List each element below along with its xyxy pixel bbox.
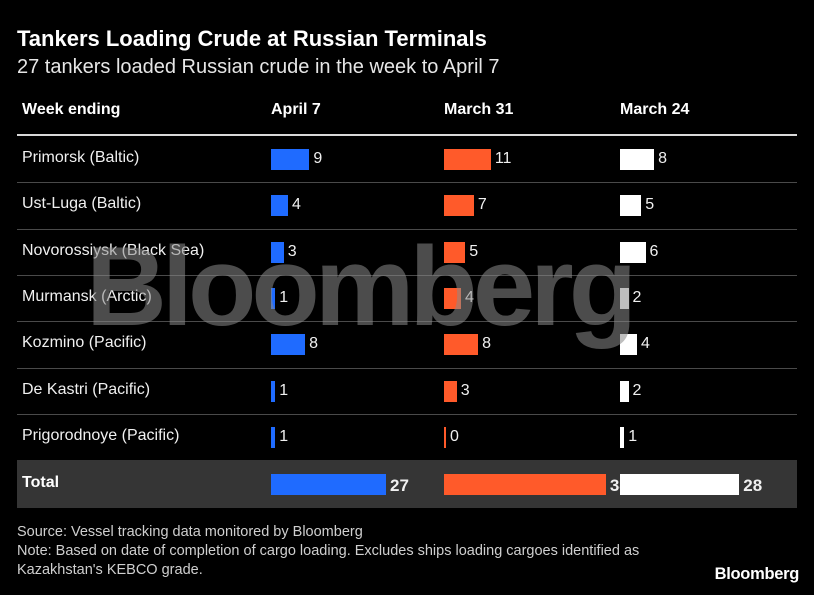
total-row-label: Total [22, 474, 60, 491]
bar-march-24 [620, 426, 625, 448]
value-label-march-31: 4 [465, 288, 474, 306]
value-label-march-24: 2 [632, 381, 642, 399]
value-label-april-7: 4 [292, 196, 301, 214]
source-note: Source: Vessel tracking data monitored b… [17, 523, 697, 580]
value-label-march-24: 5 [645, 196, 655, 214]
bar-march-24 [620, 241, 646, 263]
bar-march-24 [620, 334, 638, 356]
header-col-april-7: April 7 [271, 101, 321, 118]
total-bar-march-24 [620, 474, 740, 495]
chart-subtitle: 27 tankers loaded Russian crude in the w… [17, 56, 500, 78]
value-label-march-24: 2 [632, 288, 642, 306]
bar-march-24 [620, 195, 642, 217]
header-week-ending: Week ending [22, 101, 121, 118]
row-divider [17, 367, 797, 369]
row-label: Prigorodnoye (Pacific) [22, 426, 180, 444]
header-col-march-31: March 31 [444, 101, 514, 118]
value-label-april-7: 1 [279, 427, 289, 445]
value-label-april-7: 8 [309, 335, 318, 353]
row-divider [17, 321, 797, 323]
row-divider [17, 413, 797, 415]
value-label-march-31: 5 [469, 242, 479, 260]
row-label: Primorsk (Baltic) [22, 149, 140, 166]
row-divider [17, 274, 797, 276]
bar-march-24 [620, 287, 629, 309]
bar-april-7 [271, 426, 276, 448]
value-label-march-24: 1 [628, 427, 638, 445]
header-rule [17, 134, 797, 136]
value-label-april-7: 9 [313, 150, 323, 167]
bar-march-31 [444, 195, 474, 217]
value-label-march-31: 3 [460, 381, 470, 399]
bar-april-7 [271, 241, 284, 263]
source-text: Source: Vessel tracking data monitored b… [17, 524, 363, 540]
bar-march-24 [620, 380, 629, 402]
value-label-april-7: 3 [287, 242, 297, 260]
value-label-april-7: 1 [279, 288, 289, 306]
value-label-march-31: 7 [477, 196, 487, 214]
row-label: Kozmino (Pacific) [22, 334, 147, 352]
total-bar-march-31 [444, 474, 606, 495]
value-label-march-24: 8 [658, 150, 667, 167]
chart-title: Tankers Loading Crude at Russian Termina… [17, 26, 487, 51]
row-divider [17, 182, 797, 184]
value-label-march-31: 11 [494, 150, 512, 167]
bar-march-24 [620, 149, 655, 170]
value-label-march-31: 8 [482, 335, 491, 353]
row-label: Murmansk (Arctic) [22, 287, 152, 305]
bar-march-31 [444, 380, 457, 402]
total-value-april-7: 27 [390, 476, 409, 495]
bar-april-7 [271, 149, 310, 170]
bar-april-7 [271, 380, 276, 402]
bar-march-31 [444, 426, 446, 448]
value-label-march-31: 0 [450, 427, 459, 445]
bar-march-31 [444, 149, 491, 170]
value-label-april-7: 1 [279, 381, 289, 399]
row-label: Novorossiysk (Black Sea) [22, 241, 205, 259]
value-label-march-24: 4 [641, 335, 650, 353]
bar-april-7 [271, 287, 276, 309]
bloomberg-logo: Bloomberg [714, 565, 800, 583]
header-col-march-24: March 24 [620, 101, 690, 118]
note-text: Note: Based on date of completion of car… [17, 543, 640, 578]
row-label: De Kastri (Pacific) [22, 380, 151, 398]
bar-march-31 [444, 287, 462, 309]
total-bar-april-7 [271, 474, 386, 495]
bar-march-31 [444, 334, 479, 356]
value-label-march-24: 6 [649, 242, 659, 260]
bar-april-7 [271, 195, 289, 217]
bar-march-31 [444, 241, 466, 263]
row-label: Ust-Luga (Baltic) [22, 195, 142, 213]
bar-april-7 [271, 334, 306, 356]
total-value-march-24: 28 [743, 476, 763, 495]
row-divider [17, 228, 797, 230]
